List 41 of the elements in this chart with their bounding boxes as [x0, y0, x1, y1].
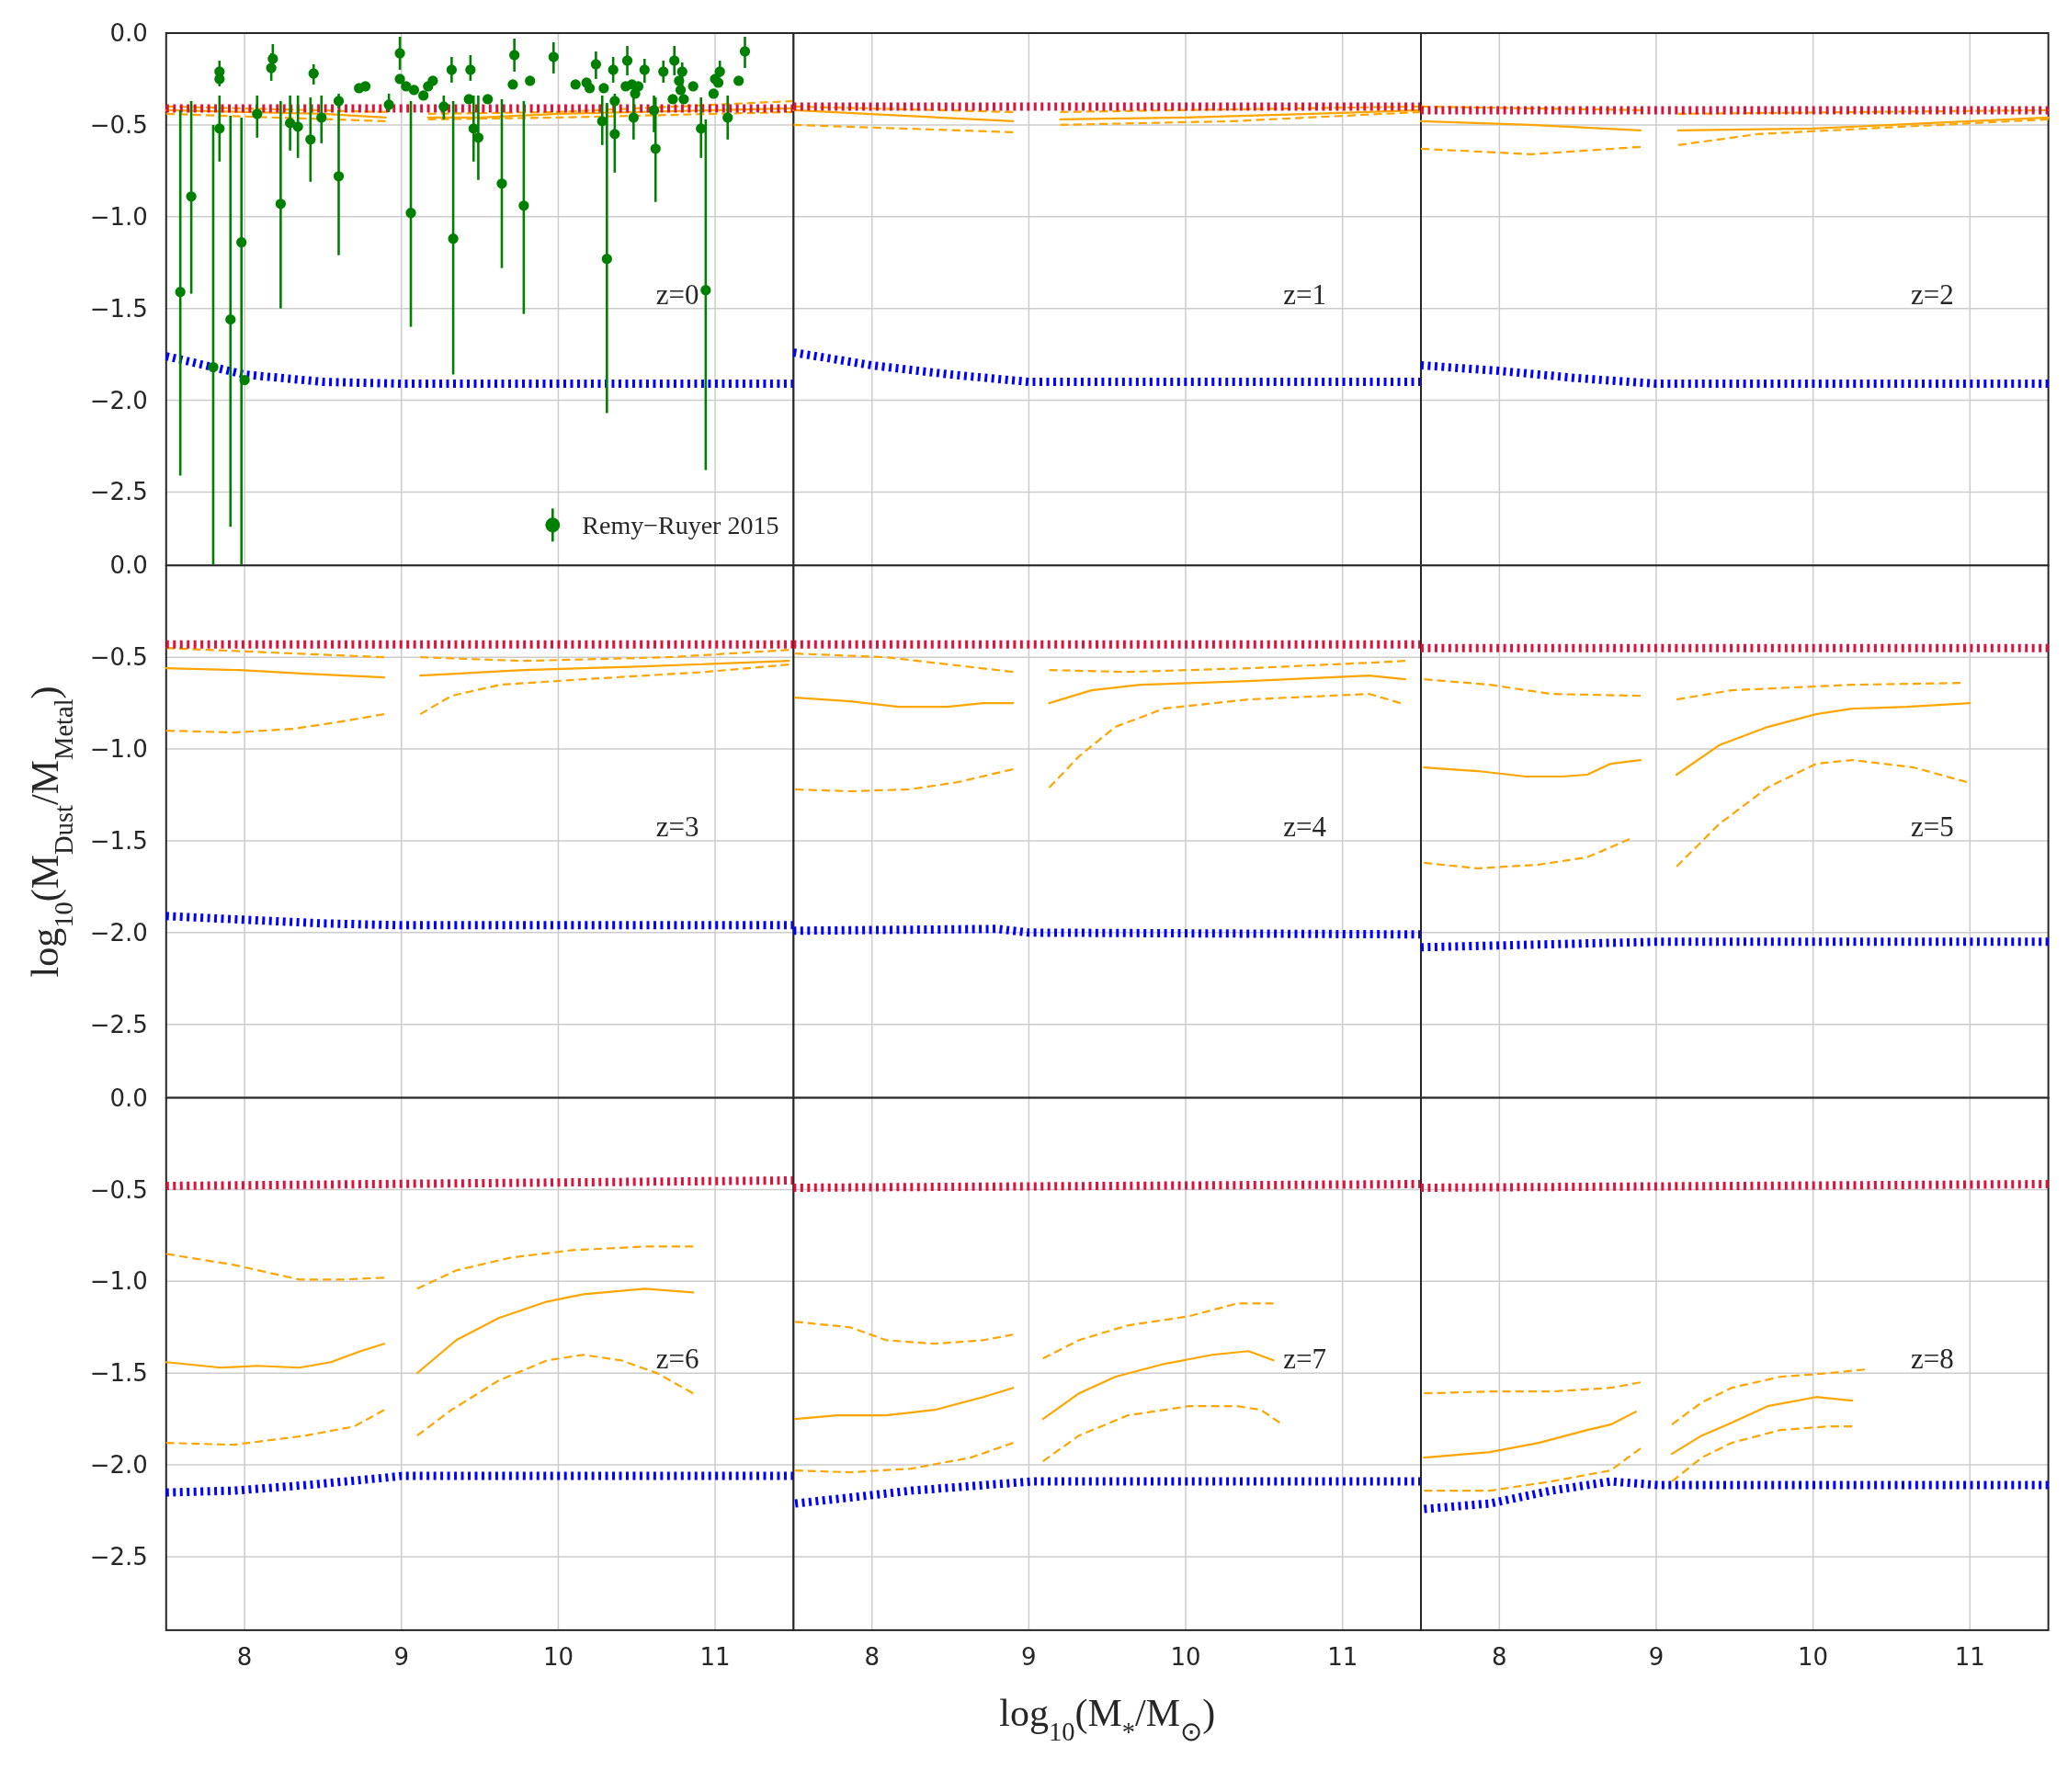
x-tick-label: 11: [699, 1642, 731, 1671]
annotation: z=6: [655, 1343, 699, 1376]
legend-label: Remy−Ruyer 2015: [582, 511, 779, 540]
y-tick-label: −1.0: [89, 735, 148, 764]
x-tick-label: 10: [1798, 1642, 1829, 1671]
y-tick-label: −1.5: [89, 1359, 148, 1388]
x-axis-title: log$_{10}$(M$_{*}$/M$_{⊙}$): [999, 1691, 1216, 1746]
annotation: z=3: [655, 811, 699, 844]
x-tick-label: 10: [542, 1642, 574, 1671]
annotation: z=2: [1910, 278, 1954, 311]
y-tick-label: −2.0: [89, 1451, 148, 1480]
y-tick-label: −1.5: [89, 294, 148, 323]
annotation: z=5: [1910, 811, 1954, 844]
y-tick-label: −1.5: [89, 827, 148, 856]
x-tick-label: 9: [393, 1642, 410, 1671]
annotation: z=7: [1283, 1343, 1327, 1376]
annotation: z=4: [1283, 811, 1327, 844]
x-tick-label: 8: [1492, 1642, 1507, 1671]
y-tick-label: 0.0: [109, 1083, 148, 1112]
annotation: z=1: [1283, 278, 1327, 311]
y-tick-label: −2.5: [89, 1010, 148, 1038]
y-tick-label: −0.5: [89, 1175, 148, 1204]
y-tick-label: −0.5: [89, 643, 148, 672]
y-tick-label: −0.5: [89, 110, 148, 139]
y-tick-label: −2.5: [89, 1543, 148, 1571]
x-tick-label: 11: [1327, 1642, 1358, 1671]
y-tick-label: 0.0: [109, 19, 148, 48]
y-tick-label: 0.0: [109, 551, 148, 580]
x-tick-label: 8: [864, 1642, 880, 1671]
x-tick-label: 8: [236, 1642, 253, 1671]
annotation: z=8: [1910, 1343, 1954, 1376]
x-tick-label: 9: [1021, 1642, 1037, 1671]
x-tick-label: 9: [1648, 1642, 1665, 1671]
y-tick-label: −1.0: [89, 202, 148, 231]
y-tick-label: −2.0: [89, 386, 148, 414]
y-tick-label: −1.0: [89, 1267, 148, 1296]
y-tick-label: −2.5: [89, 478, 148, 506]
x-tick-label: 10: [1170, 1642, 1201, 1671]
y-tick-label: −2.0: [89, 918, 148, 947]
x-tick-label: 11: [1954, 1642, 1985, 1671]
annotation: z=0: [655, 278, 699, 311]
